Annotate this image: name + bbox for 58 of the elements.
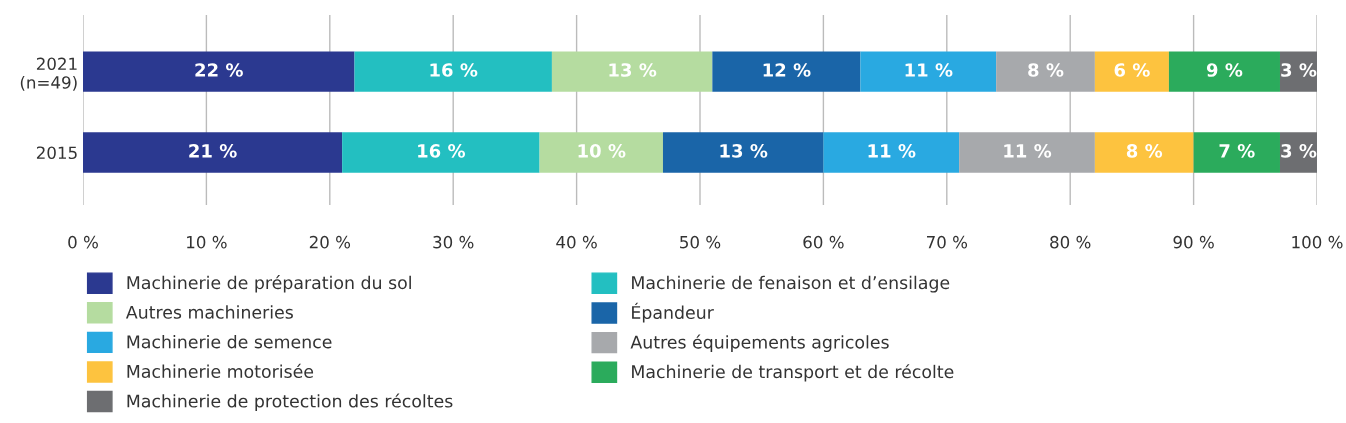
legend-label: Épandeur [632, 302, 714, 323]
legend-label: Machinerie de préparation du sol [127, 275, 411, 293]
bar [1193, 132, 1280, 173]
data-label: 21 % [189, 144, 237, 158]
bar [1279, 132, 1317, 173]
legend-label: Machinerie de fenaison et d’ensilage [632, 275, 950, 293]
bar [83, 51, 355, 92]
legend-label: Autres machineries [125, 305, 293, 319]
x-tick-label: 0 % [68, 235, 98, 249]
data-label: 3 % [1281, 144, 1317, 158]
data-label: 9 % [1206, 63, 1243, 77]
data-label: 8 % [1126, 144, 1163, 158]
data-label: 11 % [868, 144, 916, 158]
bar [823, 132, 960, 173]
data-label: 12 % [763, 63, 811, 77]
data-label: 16 % [418, 144, 466, 158]
data-label: 10 % [578, 144, 626, 158]
bar [860, 51, 997, 92]
data-label: 16 % [430, 63, 478, 77]
x-tick-label: 20 % [309, 235, 351, 249]
x-tick-label: 90 % [1173, 235, 1214, 249]
data-label: 7 % [1219, 144, 1255, 158]
bar [83, 132, 343, 173]
bar [1168, 51, 1280, 92]
bar [996, 51, 1095, 92]
legend-label: Machinerie de protection des récoltes [127, 393, 453, 411]
bar [662, 132, 824, 173]
x-tick-label: 70 % [927, 235, 968, 249]
y-tick-label: 2021 (n=49) [20, 57, 77, 91]
data-label: 13 % [609, 63, 657, 77]
x-tick-label: 10 % [187, 235, 227, 249]
bar [551, 51, 713, 92]
x-tick-label: 50 % [680, 235, 721, 249]
x-tick-label: 40 % [556, 235, 597, 249]
bar [712, 51, 861, 92]
x-tick-label: 100 % [1292, 235, 1343, 249]
legend-label: Autres équipements agricoles [630, 334, 889, 353]
y-tick-label: 2015 [36, 146, 77, 160]
data-label: 3 % [1281, 63, 1317, 77]
data-label: 13 % [720, 144, 768, 158]
bar [354, 51, 552, 92]
data-label: 8 % [1028, 63, 1064, 77]
legend-label: Machinerie motorisée [127, 363, 314, 378]
data-label: 11 % [905, 63, 953, 77]
x-tick-label: 80 % [1050, 235, 1091, 249]
data-label: 11 % [1004, 144, 1052, 158]
x-tick-label: 60 % [803, 235, 844, 249]
bar [1094, 132, 1194, 173]
bar [959, 132, 1095, 173]
legend-label: Machinerie de semence [127, 334, 332, 349]
data-label: 6 % [1114, 63, 1150, 77]
x-tick-label: 30 % [433, 235, 474, 249]
bar [342, 132, 540, 173]
legend-label: Machinerie de transport et de récolte [632, 364, 954, 382]
bar [1094, 51, 1169, 92]
data-label: 22 % [195, 63, 243, 77]
bar [1279, 51, 1317, 92]
bar [539, 132, 663, 173]
